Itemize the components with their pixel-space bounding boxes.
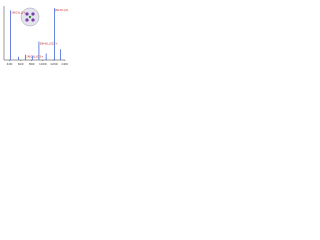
structure-inset <box>20 7 40 27</box>
x-tick-label: 400 <box>7 62 13 66</box>
atom <box>25 12 29 16</box>
chart: 400 600 800 1000 1200 1400 [Ni2(L)]+ [Ni2(L)Cl]… <box>0 0 68 68</box>
x-tick-label: 1400 <box>61 62 68 66</box>
atom <box>25 18 29 22</box>
atom <box>31 18 35 22</box>
atom <box>31 12 35 16</box>
x-tick-label: 1200 <box>50 62 58 66</box>
x-tick-label: 600 <box>18 62 24 66</box>
atom <box>28 15 32 19</box>
x-tick-label: 1000 <box>39 62 47 66</box>
peak-label: [Ni2(L)2]+ <box>55 8 68 12</box>
peak-label: [Ni2(L)Cl]+ <box>27 55 44 59</box>
peak-label: [Ni4(L)2]2+ <box>40 42 58 46</box>
peak-label: [Ni2(L)]+ <box>12 10 26 14</box>
x-tick-label: 800 <box>29 62 35 66</box>
